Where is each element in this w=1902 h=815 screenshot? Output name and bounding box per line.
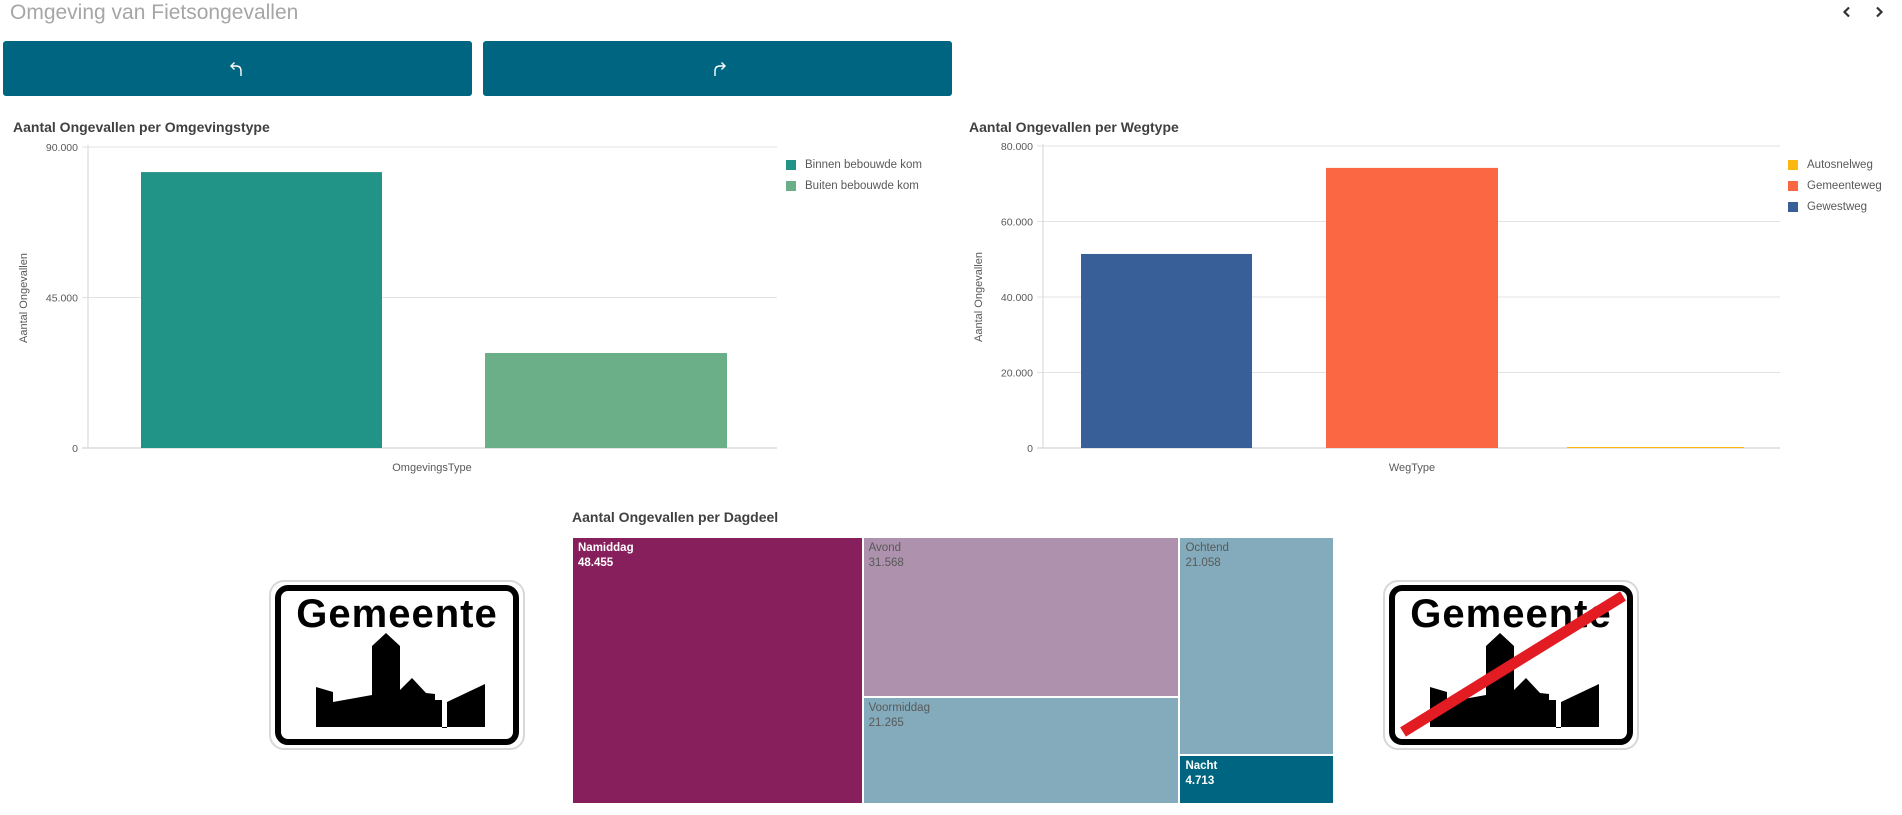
treemap-value: 21.058 xyxy=(1185,557,1221,569)
chart-dagdeel-title: Aantal Ongevallen per Dagdeel xyxy=(572,509,779,525)
bar-autosnelweg[interactable] xyxy=(1567,447,1744,448)
y-tick-label: 45.000 xyxy=(46,293,78,305)
y-tick-label: 20.000 xyxy=(1001,368,1033,380)
sheet-title: Omgeving van Fietsongevallen xyxy=(10,1,299,24)
legend-swatch xyxy=(786,180,796,191)
legend-label: Autosnelweg xyxy=(1807,158,1873,171)
chart-wegtype-legend: Autosnelweg Gemeenteweg Gewestweg xyxy=(1788,154,1882,217)
chart-wegtype[interactable]: 0 20.000 40.000 60.000 80.000 Aantal Ongeval… xyxy=(960,140,1790,480)
treemap-category: Avond xyxy=(868,542,901,554)
y-tick-label: 90.000 xyxy=(46,142,78,154)
treemap-category: Nacht xyxy=(1185,760,1218,773)
begin-gemeente-sign-image: Gemeente xyxy=(269,580,525,750)
legend-item[interactable]: Buiten bebouwde kom xyxy=(786,175,922,196)
x-axis-label: OmgevingsType xyxy=(392,462,471,474)
y-axis-label: Aantal Ongevallen xyxy=(973,252,985,342)
legend-swatch xyxy=(1788,159,1798,170)
treemap-cell-voormiddag[interactable]: Voormiddag 21.265 xyxy=(862,696,1180,804)
legend-label: Binnen bebouwde kom xyxy=(805,158,922,171)
treemap-cell-nacht[interactable]: Nacht 4.713 xyxy=(1179,755,1334,804)
y-tick-label: 0 xyxy=(1027,443,1033,455)
chart-omgevingstype[interactable]: 0 45.000 90.000 Aantal Ongevallen Omgeving… xyxy=(0,140,960,480)
forward-button[interactable] xyxy=(483,41,952,96)
legend-label: Buiten bebouwde kom xyxy=(805,179,919,192)
chart-wegtype-title: Aantal Ongevallen per Wegtype xyxy=(969,119,1179,135)
bar-gewestweg[interactable] xyxy=(1081,253,1252,448)
sign-lettering: Gemeente xyxy=(296,592,497,636)
y-tick-label: 60.000 xyxy=(1001,217,1033,229)
y-tick-label: 0 xyxy=(72,443,78,455)
treemap-category: Ochtend xyxy=(1185,542,1229,554)
treemap-cell-ochtend[interactable]: Ochtend 21.058 xyxy=(1179,537,1334,756)
legend-item[interactable]: Autosnelweg xyxy=(1788,154,1882,175)
y-tick-label: 40.000 xyxy=(1001,292,1033,304)
chevron-left-icon xyxy=(1842,6,1850,18)
legend-label: Gemeenteweg xyxy=(1807,179,1882,192)
redo-arrow-icon xyxy=(713,61,726,76)
y-axis-label: Aantal Ongevallen xyxy=(18,253,30,343)
treemap-label: Avond 31.568 xyxy=(869,541,904,571)
bar-gemeenteweg[interactable] xyxy=(1326,167,1498,448)
back-button[interactable] xyxy=(3,41,472,96)
treemap-value: 48.455 xyxy=(578,557,614,569)
chart-dagdeel-treemap[interactable]: Namiddag 48.455 Avond 31.568 Voormiddag 21.26… xyxy=(572,537,1334,804)
chevron-right-icon xyxy=(1876,6,1884,18)
treemap-label: Namiddag 48.455 xyxy=(578,541,634,571)
treemap-value: 31.568 xyxy=(868,557,904,569)
treemap-cell-avond[interactable]: Avond 31.568 xyxy=(862,537,1180,697)
end-gemeente-sign-image: Gemeente xyxy=(1383,580,1639,750)
legend-swatch xyxy=(786,159,796,170)
sign-lettering: Gemeente xyxy=(1410,592,1611,636)
next-sheet-button[interactable] xyxy=(1867,0,1891,24)
bar-buiten-bebouwde-kom[interactable] xyxy=(485,353,727,448)
legend-item[interactable]: Binnen bebouwde kom xyxy=(786,154,922,175)
undo-arrow-icon xyxy=(229,61,242,76)
y-tick-label: 80.000 xyxy=(1001,141,1033,153)
treemap-value: 4.713 xyxy=(1185,775,1215,788)
treemap-category: Voormiddag xyxy=(868,701,930,714)
treemap-label: Ochtend 21.058 xyxy=(1185,541,1228,571)
treemap-label: Nacht 4.713 xyxy=(1185,759,1217,789)
legend-swatch xyxy=(1788,201,1798,212)
treemap-category: Namiddag xyxy=(578,542,634,554)
previous-sheet-button[interactable] xyxy=(1835,0,1859,24)
legend-swatch xyxy=(1788,180,1798,191)
treemap-label: Voormiddag 21.265 xyxy=(869,701,930,731)
x-axis-label: WegType xyxy=(1389,462,1435,474)
treemap-cell-namiddag[interactable]: Namiddag 48.455 xyxy=(572,537,863,804)
legend-item[interactable]: Gemeenteweg xyxy=(1788,175,1882,196)
treemap-value: 21.265 xyxy=(868,716,904,729)
legend-label: Gewestweg xyxy=(1807,200,1868,213)
bar-binnen-bebouwde-kom[interactable] xyxy=(141,172,382,449)
chart-omgevingstype-title: Aantal Ongevallen per Omgevingstype xyxy=(13,119,270,135)
chart-omgevingstype-legend: Binnen bebouwde kom Buiten bebouwde kom xyxy=(786,154,922,196)
legend-item[interactable]: Gewestweg xyxy=(1788,196,1882,217)
